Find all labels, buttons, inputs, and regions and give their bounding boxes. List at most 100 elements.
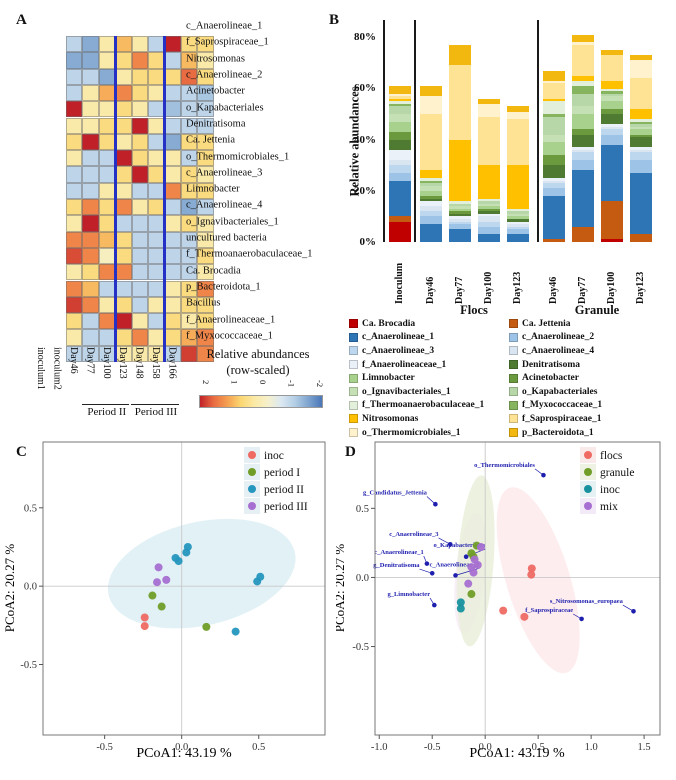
- heatmap-cell: [66, 117, 83, 134]
- legend-label: granule: [600, 467, 634, 479]
- heatmap-row-label: uncultured bacteria: [186, 232, 267, 244]
- period-annotation-label: Period III: [134, 406, 178, 418]
- bar-segment: [601, 101, 623, 109]
- bar-segment: [601, 91, 623, 94]
- bar-segment: [389, 101, 411, 104]
- bar-legend-swatch: [349, 373, 358, 383]
- bar-axis-line: [383, 20, 385, 242]
- bar-segment: [543, 80, 565, 84]
- heatmap-column-label: Day46: [68, 347, 79, 374]
- bar-segment: [420, 206, 442, 212]
- heatmap-cell: [115, 215, 132, 232]
- bar-segment: [572, 134, 594, 148]
- bar-segment: [420, 96, 442, 115]
- sample-point-inoc: [140, 613, 149, 622]
- heatmap-cell: [180, 182, 198, 199]
- heatmap-cell: [115, 182, 132, 199]
- heatmap-cell: [197, 36, 214, 53]
- heatmap-cell: [131, 52, 148, 69]
- heatmap-cell: [180, 52, 198, 69]
- bar-segment: [543, 142, 565, 156]
- bar-legend-item: p_Bacteroidota_1: [509, 426, 602, 440]
- heatmap-cell: [164, 313, 181, 330]
- heatmap-cell: [197, 101, 214, 118]
- bar-legend-label: Nitrosomonas: [362, 413, 419, 424]
- bar-segment: [420, 216, 442, 225]
- heatmap-cell: [197, 296, 214, 314]
- colorbar-tick-label: 0: [258, 380, 268, 385]
- bar-legend-item: Denitratisoma: [509, 358, 602, 372]
- bar-legend-label: c_Anaerolineae_4: [522, 345, 595, 356]
- heatmap-cell: [82, 231, 99, 248]
- bar-segment: [449, 206, 471, 209]
- heatmap-cell: [115, 296, 132, 314]
- heatmap-cell: [66, 52, 83, 69]
- heatmap-cell: [66, 264, 83, 281]
- heatmap-cell: [82, 84, 99, 102]
- bar-x-label: Day46: [548, 276, 559, 304]
- x-tick-label: -1.0: [371, 742, 388, 753]
- bar-x-label: Day77: [577, 276, 588, 304]
- y-tick-label: 0.5: [24, 503, 37, 514]
- heatmap-cell: [66, 36, 83, 53]
- bar-y-tick-label: 60%: [354, 82, 376, 95]
- heatmap-cell: [115, 199, 132, 216]
- bar-segment: [601, 55, 623, 81]
- bar-segment: [478, 221, 500, 227]
- bar-segment: [630, 55, 652, 61]
- heatmap-cell: [82, 36, 99, 53]
- sample-point-period-II: [174, 557, 183, 566]
- heatmap-cell: [66, 182, 83, 199]
- heatmap-cell: [82, 215, 99, 232]
- heatmap-row-label: Nitrosomonas: [186, 53, 245, 65]
- bar-segment: [389, 114, 411, 122]
- sample-point-period-III: [154, 563, 163, 572]
- bar-segment: [507, 165, 529, 209]
- panel-b-letter: B: [329, 12, 340, 28]
- taxa-loading-point: [433, 501, 438, 507]
- taxa-label: c_Anaerolineae_1: [374, 549, 423, 556]
- bar-segment: [601, 144, 623, 202]
- sample-point-mix: [464, 579, 473, 588]
- bar-segment: [601, 134, 623, 145]
- bar-legend-item: o_Thermomicrobiales_1: [349, 426, 484, 440]
- bar-legend-label: Limnobacter: [362, 373, 415, 384]
- heatmap-cell: [115, 133, 132, 151]
- legend-dot: [584, 451, 592, 459]
- bar-segment: [601, 201, 623, 240]
- sample-point-period-III: [153, 578, 162, 587]
- heatmap-cell: [197, 166, 214, 183]
- bar-segment: [420, 195, 442, 199]
- taxa-loading-point: [463, 554, 469, 560]
- bar-segment: [630, 172, 652, 235]
- bar-segment: [572, 34, 594, 43]
- bar-legend-label: c_Anaerolineae_3: [362, 345, 435, 356]
- heatmap-cell: [164, 101, 181, 118]
- bar-segment: [601, 50, 623, 56]
- x-tick-label: -0.5: [424, 742, 441, 753]
- sample-point-period-II: [253, 577, 262, 586]
- colorbar-tick-label: -2: [315, 380, 325, 388]
- heatmap-cell: [164, 215, 181, 232]
- bar-segment: [478, 203, 500, 207]
- taxa-label: c_Anaerolineae_2: [429, 561, 478, 568]
- heatmap-cell: [82, 313, 99, 330]
- bar-segment: [478, 211, 500, 214]
- taxa-label: s_Nitrosomonas_europaea: [550, 598, 624, 605]
- bar-segment: [478, 201, 500, 204]
- bar-segment: [630, 152, 652, 161]
- stacked-bar: [543, 70, 565, 242]
- heatmap-row-label: f_Saprospiraceae_1: [186, 36, 269, 48]
- bar-segment: [572, 75, 594, 81]
- heatmap-row-label: f_Thermoanaerobaculaceae_1: [186, 248, 313, 260]
- bar-legend-swatch: [349, 428, 358, 438]
- bar-legend-label: p_Bacteroidota_1: [522, 427, 594, 438]
- bar-segment: [572, 80, 594, 86]
- heatmap-period-separator: [162, 36, 166, 362]
- panel-a-letter: A: [16, 12, 27, 28]
- heatmap-cell: [115, 313, 132, 330]
- bar-legend-item: Nitrosomonas: [349, 412, 484, 426]
- sample-point-period-I: [148, 591, 157, 600]
- bar-segment: [572, 85, 594, 94]
